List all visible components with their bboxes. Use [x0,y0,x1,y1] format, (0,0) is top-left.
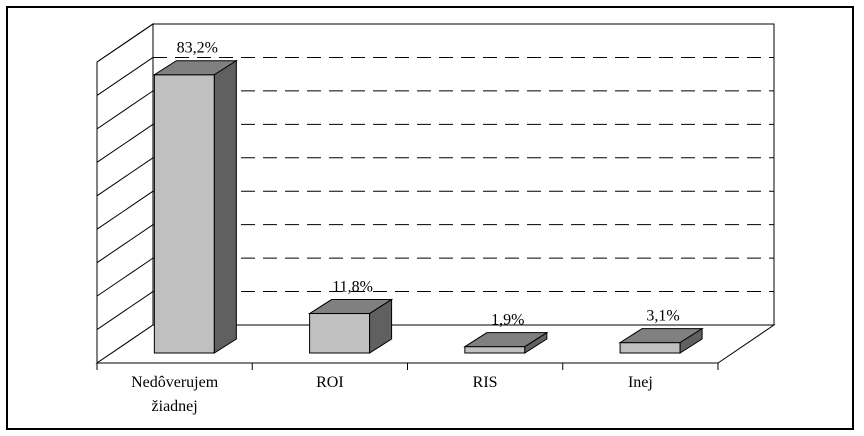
chart-walls [95,23,776,364]
bar [152,59,239,354]
value-label: 83,2% [177,40,218,57]
bar [307,298,394,354]
bar-side [679,327,703,354]
side-gridline [96,224,154,264]
bar-side [213,59,237,354]
bars [152,59,704,354]
x-axis: Nedôverujem žiadnej ROI RIS Inej [96,362,719,415]
category-label: Inej [628,374,653,391]
bar-side [369,298,393,354]
bar-front [153,74,215,354]
bar-front [619,342,681,354]
side-gridline [96,291,154,330]
side-gridline [96,257,154,297]
value-label: 3,1% [646,308,679,325]
bar-side [524,331,548,354]
side-gridline [96,190,154,230]
category-label: ROI [316,374,344,391]
side-gridline [96,90,154,130]
category-label: Nedôverujem [131,374,219,391]
gridlines [96,23,774,330]
bar [463,331,549,354]
bar-front [309,313,371,354]
bar-front [464,346,526,354]
category-label: žiadnej [152,398,198,415]
category-label: RIS [473,374,498,391]
side-gridline [96,57,154,96]
back-wall [152,23,775,326]
value-label: 1,9% [491,312,524,329]
value-label: 11,8% [332,279,373,296]
side-wall [96,23,154,364]
side-gridline [96,123,154,163]
bar [618,327,704,354]
value-labels: 83,2% 11,8% 1,9% 3,1% [177,40,680,329]
side-gridline [96,157,154,197]
side-gridline [96,23,154,63]
